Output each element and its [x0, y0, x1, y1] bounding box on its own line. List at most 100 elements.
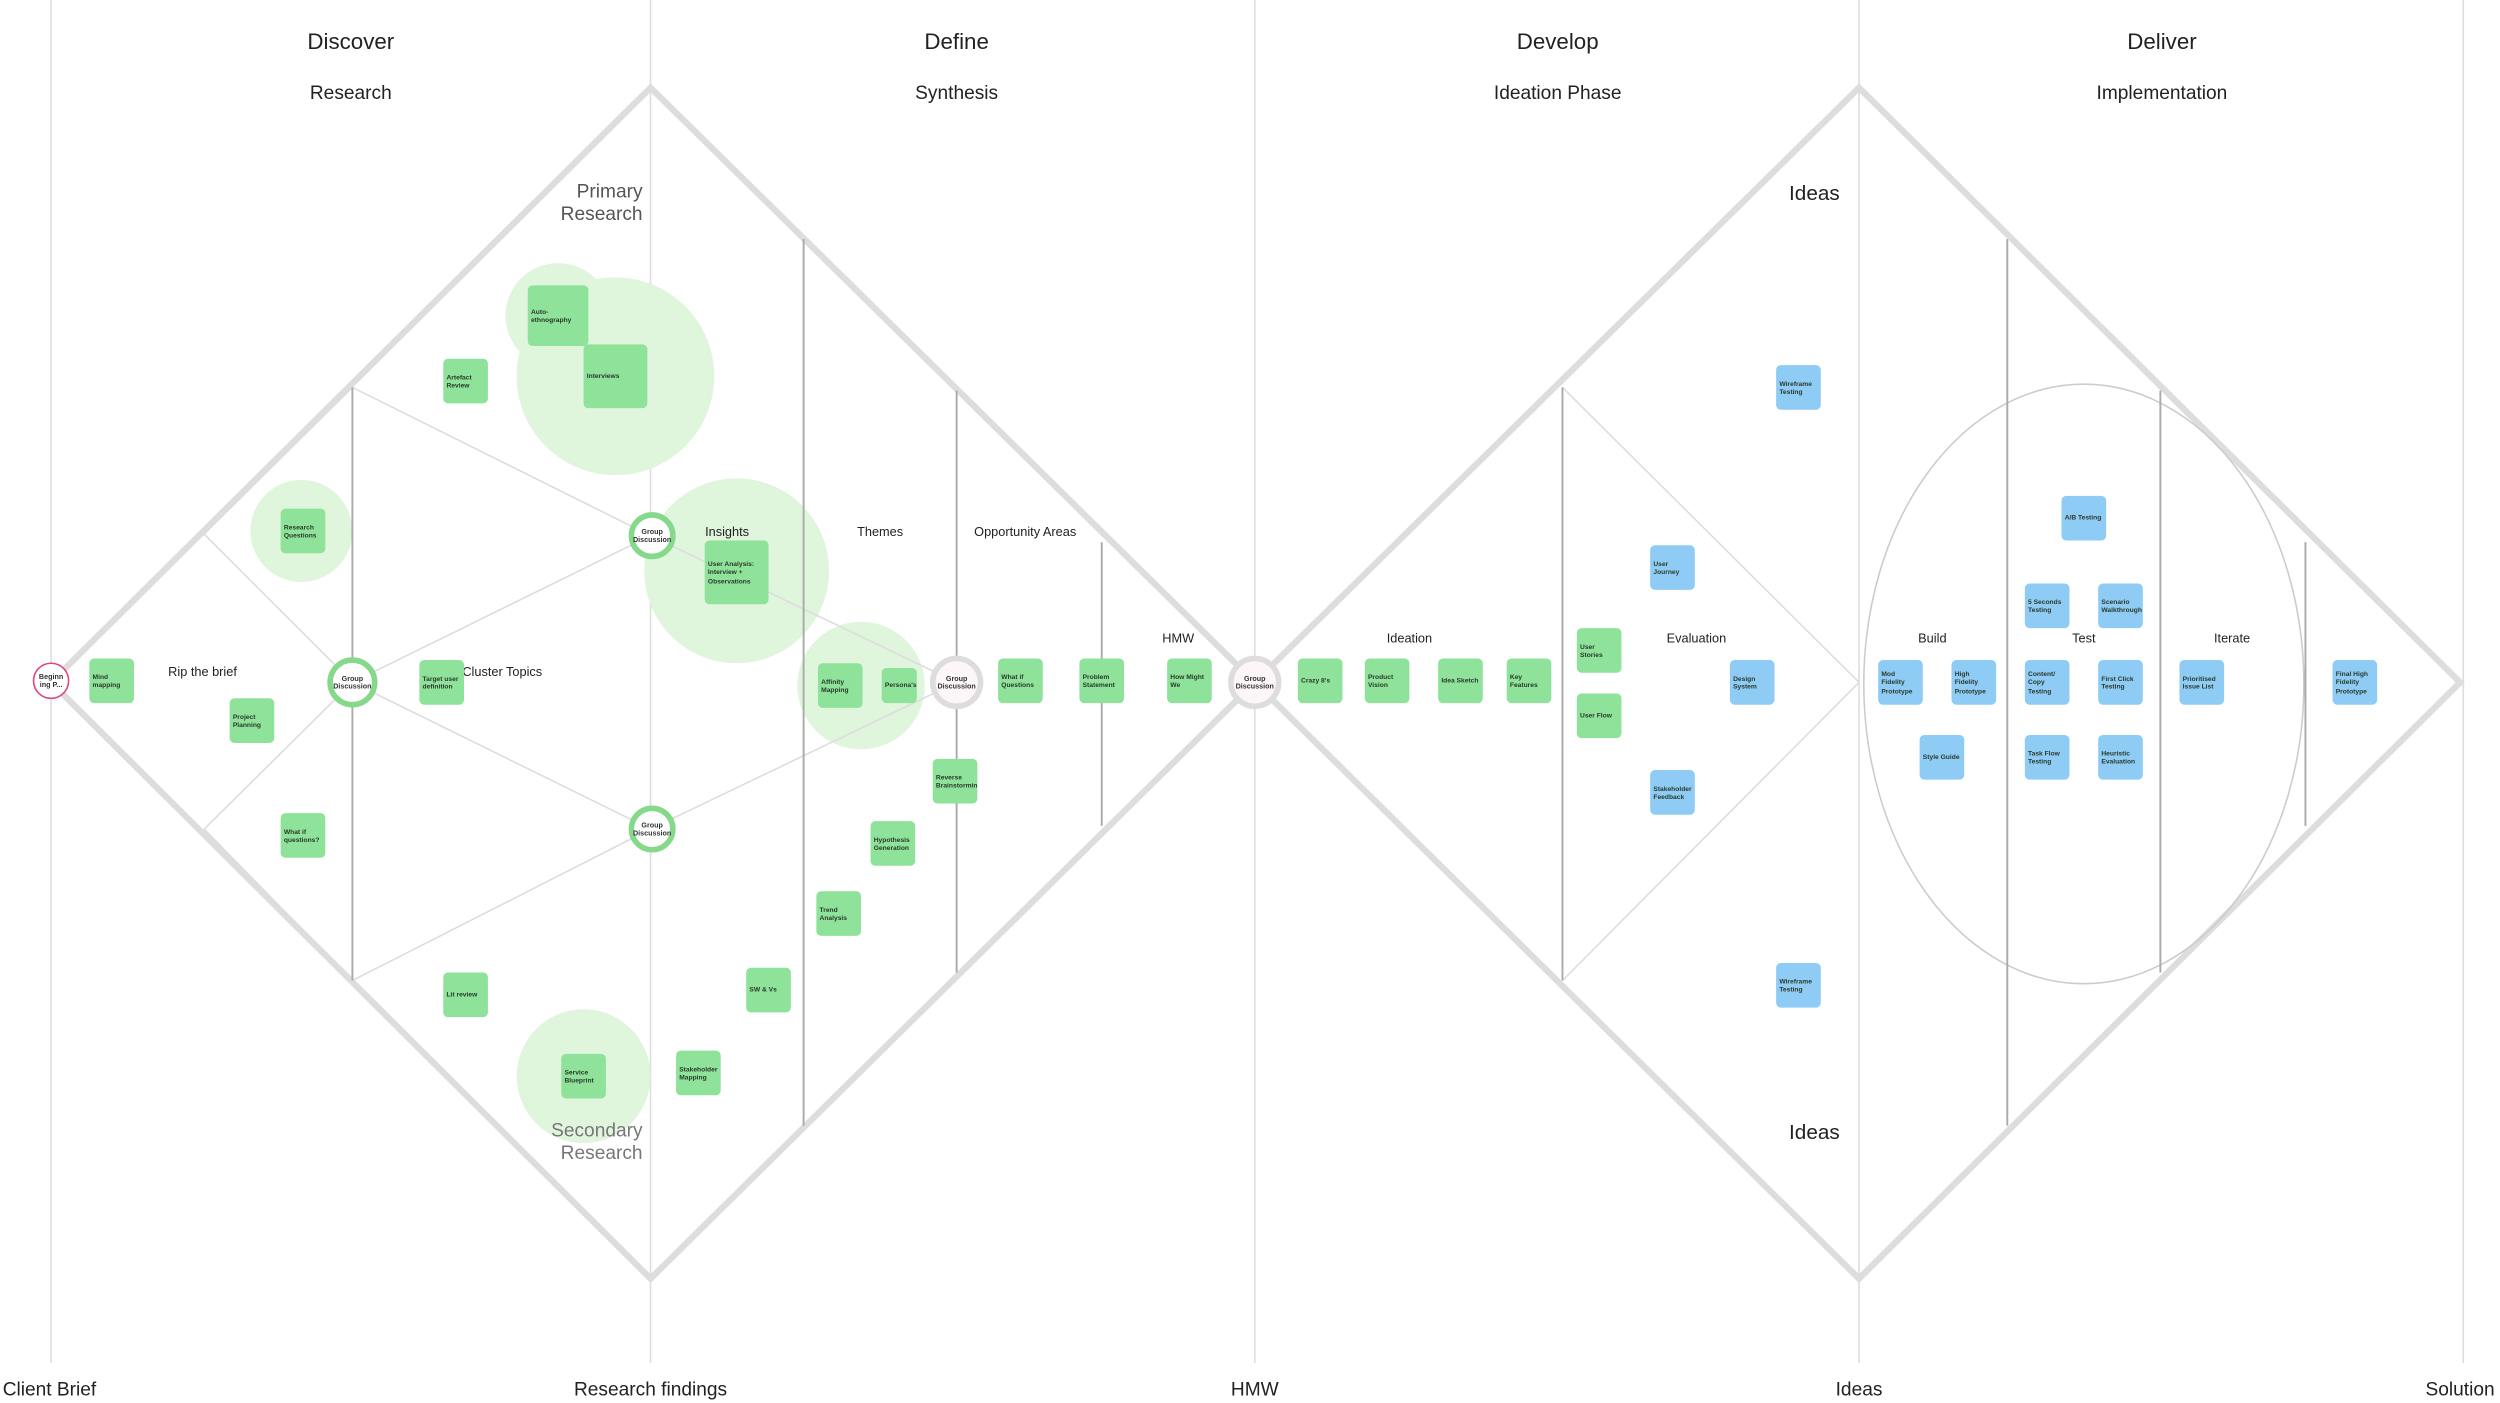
- sticky-note: [1919, 734, 1965, 780]
- note-text: SW & Vs: [749, 985, 777, 994]
- note-text: A/B Testing: [2064, 513, 2102, 522]
- note-text-box: What if questions?: [284, 827, 320, 843]
- sticky-note: [443, 358, 488, 404]
- sticky-note: [1438, 658, 1483, 704]
- note-text-box: Mod Fidelity Prototype: [1881, 669, 1913, 695]
- note-text-box: Lit review: [446, 990, 478, 999]
- note-text-box: What if Questions: [1001, 672, 1034, 689]
- note-text: Stakeholder Mapping: [679, 1064, 718, 1081]
- section-label: Primary Research: [560, 181, 643, 225]
- note-text-box: Auto-ethnography: [531, 307, 571, 323]
- note-text-box: Research Questions: [284, 523, 317, 539]
- note-text: Key Features: [1509, 672, 1538, 689]
- note-text-box: Task Flow Testing: [2028, 749, 2060, 765]
- note-text: Problem Statement: [1082, 672, 1115, 689]
- note-text-box: 5 Seconds Testing: [2028, 597, 2062, 614]
- note-text-box: A/B Testing: [2064, 513, 2102, 522]
- phase-title: Define: [924, 29, 989, 54]
- sticky-note: [870, 821, 916, 866]
- sticky-note: [881, 668, 917, 704]
- sticky-note: [1729, 660, 1775, 705]
- milestone-label: Research findings: [574, 1379, 727, 1400]
- note-text-box: Design System: [1733, 673, 1757, 691]
- sticky-note: [280, 508, 326, 554]
- section-label: Themes: [857, 524, 903, 539]
- node-label: Group Discussion: [1235, 673, 1274, 691]
- note-text-box: Reverse Brainstorming: [935, 772, 978, 790]
- sticky-note: [1364, 658, 1410, 704]
- note-text-box: User Flow: [1580, 712, 1612, 720]
- note-text: Wireframe Testing: [1779, 976, 1812, 994]
- node-label-box: Beginn ing P...: [39, 672, 63, 689]
- note-text: Reverse Brainstorming: [935, 772, 978, 790]
- milestone-label: Solution: [2426, 1379, 2495, 1400]
- note-text-box: Artefact Review: [446, 373, 471, 389]
- note-text: Mod Fidelity Prototype: [1881, 669, 1913, 695]
- section-label: Secondary Research: [551, 1120, 643, 1164]
- note-text-box: How Might We: [1170, 672, 1205, 689]
- node-label: Group Discussion: [632, 820, 672, 838]
- note-text: Final High Fidelity Prototype: [2335, 669, 2369, 695]
- sticky-note: [419, 660, 465, 705]
- node-circle: [32, 662, 70, 700]
- sticky-note: [932, 758, 978, 804]
- note-text-box: User Journey: [1653, 559, 1680, 576]
- section-label: Cluster Topics: [462, 664, 542, 679]
- node-circle: [628, 512, 676, 560]
- node-circle: [327, 657, 378, 708]
- node-label: Group Discussion: [333, 673, 372, 691]
- note-text-box: User Stories: [1580, 642, 1603, 658]
- note-text: Lit review: [446, 990, 478, 999]
- note-text: How Might We: [1170, 672, 1205, 689]
- section-label-box: Primary Research: [560, 181, 643, 225]
- section-label: Insights: [705, 524, 749, 539]
- phase-title: Deliver: [2127, 29, 2197, 54]
- note-text: 5 Seconds Testing: [2028, 597, 2062, 614]
- node-label-box: Group Discussion: [937, 673, 976, 691]
- section-label-box: Secondary Research: [551, 1120, 643, 1164]
- sticky-note: [998, 658, 1043, 704]
- note-text-box: Key Features: [1509, 672, 1538, 689]
- note-text-box: Affinity Mapping: [821, 677, 849, 694]
- note-text-box: Project Planning: [232, 712, 262, 729]
- sticky-note: [1776, 962, 1821, 1008]
- phase-subtitle: Research: [310, 83, 392, 104]
- sticky-note: [1167, 658, 1212, 704]
- note-text-box: Content/ Copy Testing: [2028, 670, 2055, 695]
- note-text: User Journey: [1653, 559, 1680, 576]
- sticky-note: [1776, 365, 1821, 410]
- section-label: Ideation: [1387, 631, 1432, 646]
- note-text: Trend Analysis: [819, 905, 848, 922]
- sticky-note: [1576, 693, 1622, 739]
- note-text: Heuristic Evaluation: [2101, 748, 2136, 766]
- note-text: Product Vision: [1367, 672, 1394, 689]
- section-label: Ideas: [1789, 1121, 1840, 1144]
- section-label: Evaluation: [1667, 631, 1727, 646]
- node-label-box: Group Discussion: [632, 820, 672, 838]
- note-text: User Analysis: Interview + Observations: [707, 559, 755, 585]
- note-text: Design System: [1733, 673, 1757, 691]
- note-text-box: Target user definition: [423, 674, 459, 690]
- note-text: First Click Testing: [2101, 673, 2134, 691]
- section-label: Rip the brief: [168, 664, 237, 679]
- sticky-note: [89, 658, 134, 704]
- sticky-note: [2332, 660, 2378, 705]
- note-text: Mind mapping: [92, 672, 121, 689]
- node-label-box: Group Discussion: [1235, 673, 1274, 691]
- sticky-note: [2061, 495, 2107, 541]
- note-text: Project Planning: [232, 712, 262, 729]
- note-text: What if Questions: [1001, 672, 1034, 689]
- note-text-box: Mind mapping: [92, 672, 121, 689]
- node-label: Group Discussion: [632, 527, 672, 544]
- inner-lines: [203, 383, 2305, 985]
- note-text: Affinity Mapping: [821, 677, 849, 694]
- note-text: Style Guide: [1922, 753, 1960, 762]
- note-text-box: Interviews: [587, 372, 620, 380]
- section-label: Opportunity Areas: [974, 524, 1076, 539]
- node-label: Group Discussion: [937, 673, 976, 691]
- note-text-box: High Fidelity Prototype: [1955, 670, 1986, 695]
- note-text-box: Final High Fidelity Prototype: [2335, 669, 2369, 695]
- note-text-box: Stakeholder Mapping: [679, 1064, 718, 1081]
